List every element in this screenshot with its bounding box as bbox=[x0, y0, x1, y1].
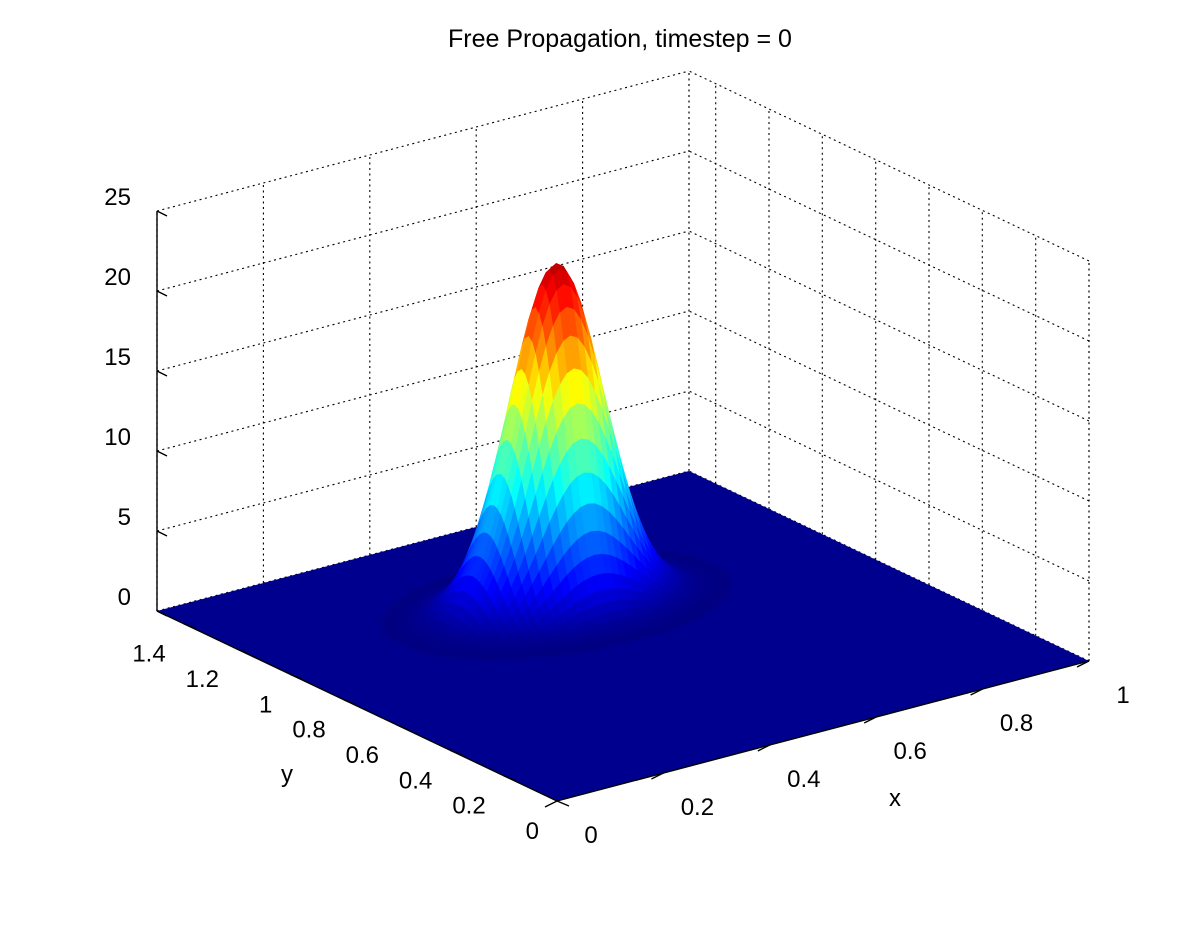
z-tick-label: 25 bbox=[104, 184, 131, 211]
surface-patch bbox=[545, 653, 558, 658]
z-tick bbox=[156, 530, 168, 537]
x-tick bbox=[651, 772, 664, 780]
grid-line bbox=[688, 390, 1090, 582]
y-tick-label: 0.8 bbox=[292, 717, 325, 744]
grid-line bbox=[156, 310, 690, 452]
x-tick bbox=[970, 688, 983, 696]
surface-patch bbox=[517, 655, 530, 660]
x-tick-label: 0.2 bbox=[681, 794, 714, 821]
z-tick bbox=[156, 610, 168, 617]
z-tick-label: 15 bbox=[104, 344, 131, 371]
y-tick bbox=[503, 775, 516, 782]
z-tick bbox=[156, 210, 168, 217]
x-tick bbox=[757, 744, 771, 752]
z-tick-label: 0 bbox=[118, 584, 131, 611]
y-tick bbox=[450, 749, 463, 756]
surface-patch bbox=[496, 655, 509, 661]
x-axis-label: x bbox=[889, 785, 901, 812]
z-tick bbox=[156, 290, 168, 297]
y-tick-label: 0.4 bbox=[399, 767, 432, 794]
x-tick bbox=[1076, 660, 1090, 668]
y-tick bbox=[556, 800, 570, 807]
surface-patch bbox=[437, 653, 450, 658]
surface-patch bbox=[506, 655, 519, 661]
y-tick-label: 1 bbox=[259, 691, 272, 718]
grid-line bbox=[688, 310, 1090, 502]
surface-patch bbox=[451, 654, 464, 660]
y-tick-label: 1.4 bbox=[132, 641, 165, 668]
grid-line bbox=[688, 150, 1090, 342]
surface-patch bbox=[486, 655, 499, 661]
y-tick bbox=[343, 699, 356, 706]
grid-line bbox=[688, 230, 1090, 422]
x-tick bbox=[863, 716, 877, 724]
z-tick-label: 20 bbox=[104, 264, 131, 291]
y-tick bbox=[183, 623, 196, 630]
x-tick-label: 1 bbox=[1116, 682, 1129, 709]
grid-line bbox=[688, 70, 1090, 262]
y-tick-label: 0 bbox=[526, 818, 539, 845]
x-tick-label: 0.6 bbox=[894, 738, 927, 765]
grid-line bbox=[156, 70, 690, 212]
y-tick bbox=[396, 724, 410, 731]
y-axis-line bbox=[156, 610, 558, 802]
grid-line bbox=[156, 150, 690, 292]
z-tick-label: 10 bbox=[104, 424, 131, 451]
y-axis-label: y bbox=[281, 761, 293, 788]
grid-line bbox=[156, 230, 690, 372]
x-axis-line bbox=[556, 660, 1090, 802]
surface-patch bbox=[534, 653, 547, 658]
surface-patch bbox=[587, 647, 600, 652]
chart-title: Free Propagation, timestep = 0 bbox=[448, 25, 792, 53]
y-tick-label: 0.2 bbox=[452, 793, 485, 820]
y-tick-label: 1.2 bbox=[186, 666, 219, 693]
z-tick-label: 5 bbox=[118, 504, 131, 531]
surface bbox=[157, 262, 1089, 801]
y-tick-label: 0.6 bbox=[346, 742, 379, 769]
surface-patch bbox=[461, 654, 474, 660]
surface-patch bbox=[562, 651, 575, 656]
y-tick bbox=[236, 648, 250, 655]
surface-patch bbox=[475, 655, 488, 661]
x-tick bbox=[544, 800, 558, 808]
z-tick bbox=[156, 370, 168, 377]
z-tick bbox=[156, 450, 168, 457]
x-tick-label: 0.8 bbox=[1000, 710, 1033, 737]
y-tick bbox=[290, 673, 303, 680]
x-tick-label: 0 bbox=[584, 822, 597, 849]
x-tick-label: 0.4 bbox=[787, 766, 820, 793]
surface-patch bbox=[419, 650, 432, 655]
axes: 051015202500.20.40.60.8100.20.40.60.811.… bbox=[104, 184, 1129, 849]
